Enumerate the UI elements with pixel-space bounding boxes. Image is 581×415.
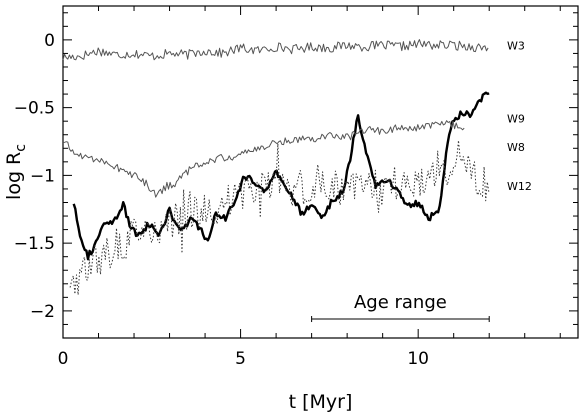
series-label-w3: W3 [507, 39, 525, 52]
axis-ticks: 0 5 10 0 −0.5 −1 −1.5 −2 [14, 6, 578, 369]
series-label-w8: W8 [507, 141, 525, 154]
series-line-w9 [72, 91, 490, 261]
series-line-w12 [69, 139, 490, 296]
series-label-w9: W9 [507, 112, 525, 125]
y-tick-label: −0.5 [14, 99, 55, 119]
x-tick-label: 10 [407, 349, 429, 369]
y-tick-label: 0 [44, 31, 55, 51]
y-tick-label: −1 [30, 166, 55, 186]
series-line-w3 [62, 39, 489, 61]
x-tick-label: 5 [235, 349, 246, 369]
x-tick-label: 0 [58, 349, 69, 369]
y-axis-label: log Rc [3, 144, 29, 200]
annotations: Age range [311, 292, 490, 323]
plot-frame [62, 5, 579, 339]
y-tick-label: −2 [30, 302, 55, 322]
age-range-label: Age range [354, 292, 447, 313]
y-axis-label-subscript: c [13, 144, 29, 152]
y-tick-label: −1.5 [14, 234, 55, 254]
x-axis-label: t [Myr] [289, 391, 353, 413]
series-lines [62, 39, 490, 296]
y-axis-label-main: log R [3, 152, 25, 200]
series-label-w12: W12 [507, 180, 532, 193]
series-labels: W3 W9 W8 W12 [507, 39, 532, 193]
series-line-w8 [62, 120, 465, 198]
